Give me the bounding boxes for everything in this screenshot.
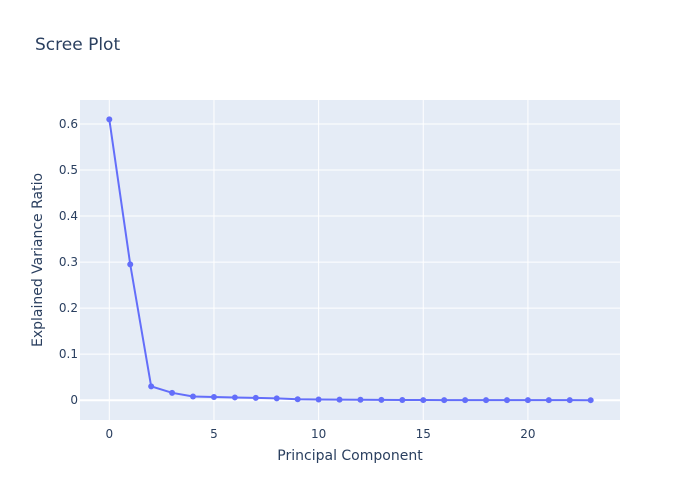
y-tick-label: 0.2 bbox=[59, 301, 78, 315]
x-tick-label: 20 bbox=[520, 427, 535, 441]
data-point bbox=[336, 396, 343, 403]
data-point bbox=[169, 389, 176, 396]
data-point bbox=[294, 396, 301, 403]
x-axis-label: Principal Component bbox=[277, 448, 423, 464]
tick-labels: 0 5 10 15 20 0 0.1 0.2 0.3 0.4 0.5 0.6 bbox=[59, 117, 536, 441]
data-point bbox=[503, 397, 510, 404]
data-point bbox=[378, 396, 385, 403]
data-point bbox=[441, 397, 448, 404]
data-point bbox=[106, 116, 113, 123]
data-point bbox=[587, 397, 594, 404]
plot-area bbox=[80, 100, 620, 420]
data-point bbox=[524, 397, 531, 404]
data-point bbox=[462, 397, 469, 404]
data-point bbox=[483, 397, 490, 404]
series-line-group bbox=[106, 116, 594, 404]
y-tick-label: 0.6 bbox=[59, 117, 78, 131]
x-tick-label: 15 bbox=[416, 427, 431, 441]
y-tick-label: 0.3 bbox=[59, 255, 78, 269]
series-line bbox=[108, 119, 591, 402]
data-point bbox=[399, 397, 406, 404]
data-point bbox=[420, 397, 427, 404]
data-point bbox=[127, 261, 134, 268]
chart-title: Scree Plot bbox=[35, 35, 120, 55]
x-tick-label: 10 bbox=[311, 427, 326, 441]
data-point bbox=[566, 397, 573, 404]
data-point bbox=[148, 383, 155, 390]
data-point bbox=[231, 394, 238, 401]
y-tick-label: 0.5 bbox=[59, 163, 78, 177]
y-tick-label: 0.1 bbox=[59, 347, 78, 361]
data-point bbox=[545, 397, 552, 404]
data-point bbox=[252, 394, 259, 401]
data-point bbox=[357, 396, 364, 403]
y-tick-label: 0.4 bbox=[59, 209, 78, 223]
data-point bbox=[210, 393, 217, 400]
data-point bbox=[190, 393, 197, 400]
data-point bbox=[315, 396, 322, 403]
y-tick-label: 0 bbox=[70, 393, 78, 407]
data-point bbox=[273, 395, 280, 402]
x-tick-label: 5 bbox=[210, 427, 218, 441]
x-tick-label: 0 bbox=[105, 427, 113, 441]
y-axis-label: Explained Variance Ratio bbox=[30, 173, 46, 347]
